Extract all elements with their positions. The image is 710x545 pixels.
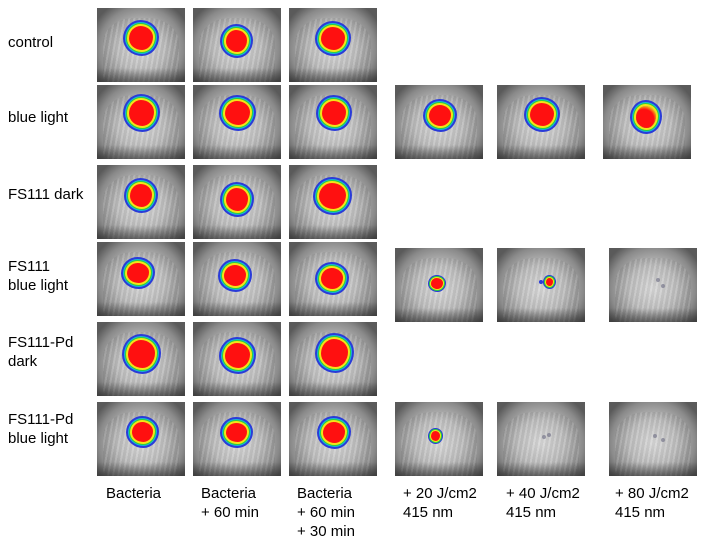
mouse-image bbox=[193, 8, 281, 82]
signal-speck bbox=[547, 433, 551, 437]
bioluminescence-signal bbox=[129, 26, 153, 50]
mouse-image bbox=[193, 402, 281, 476]
mouse-image bbox=[395, 85, 483, 159]
bioluminescence-signal bbox=[530, 103, 554, 126]
signal-speck bbox=[542, 435, 546, 439]
mouse-image bbox=[289, 322, 377, 396]
row-label-fs111-pd-dark: FS111-Pd dark bbox=[8, 334, 74, 370]
mouse-image bbox=[603, 85, 691, 159]
bioluminescence-signal bbox=[431, 278, 443, 289]
bioluminescence-signal bbox=[321, 268, 343, 289]
bioluminescence-signal bbox=[132, 422, 153, 442]
mouse-image bbox=[97, 322, 185, 396]
mouse-image bbox=[289, 8, 377, 82]
row-label-blue-light: blue light bbox=[8, 109, 69, 126]
bioluminescence-signal bbox=[323, 422, 345, 443]
bioluminescence-signal bbox=[225, 343, 250, 368]
bioluminescence-signal bbox=[546, 278, 553, 286]
column-label-80-jcm2: + 80 J/cm2 415 nm bbox=[615, 485, 689, 521]
bioluminescence-signal bbox=[429, 105, 451, 126]
row-label-fs111-pd-blue-light: FS111-Pd blue light bbox=[8, 411, 74, 447]
mouse-image bbox=[497, 85, 585, 159]
bioluminescence-signal bbox=[129, 100, 154, 126]
bioluminescence-signal bbox=[130, 184, 152, 207]
bioluminescence-signal bbox=[226, 423, 247, 442]
mouse-image bbox=[97, 402, 185, 476]
bioluminescence-signal bbox=[321, 27, 345, 50]
bioluminescence-signal bbox=[224, 265, 246, 286]
mouse-image bbox=[289, 85, 377, 159]
signal-speck bbox=[656, 278, 660, 282]
bioluminescence-signal bbox=[322, 101, 346, 125]
mouse-image bbox=[289, 402, 377, 476]
bioluminescence-signal bbox=[127, 263, 149, 283]
mouse-image bbox=[289, 242, 377, 316]
bioluminescence-signal bbox=[319, 183, 346, 209]
mouse-image bbox=[193, 242, 281, 316]
signal-speck bbox=[653, 434, 657, 438]
column-label-40-jcm2: + 40 J/cm2 415 nm bbox=[506, 485, 580, 521]
column-label-bacteria-60-30-min: Bacteria + 60 min + 30 min bbox=[297, 485, 355, 540]
mouse-image bbox=[395, 248, 483, 322]
bioluminescence-signal bbox=[226, 30, 247, 52]
mouse-image bbox=[497, 402, 585, 476]
signal-speck bbox=[539, 280, 543, 284]
signal-speck bbox=[661, 438, 665, 442]
column-label-20-jcm2: + 20 J/cm2 415 nm bbox=[403, 485, 477, 521]
mouse-image bbox=[97, 8, 185, 82]
bioluminescence-signal bbox=[225, 101, 250, 125]
bioluminescence-signal bbox=[226, 188, 248, 211]
mouse-image bbox=[289, 165, 377, 239]
bioluminescence-signal bbox=[128, 340, 155, 368]
mouse-image bbox=[193, 322, 281, 396]
mouse-image bbox=[97, 165, 185, 239]
signal-speck bbox=[661, 284, 665, 288]
mouse-image bbox=[609, 402, 697, 476]
mouse-image bbox=[193, 85, 281, 159]
row-label-control: control bbox=[8, 34, 54, 51]
row-label-fs111-blue-light: FS111 blue light bbox=[8, 258, 69, 294]
row-label-fs111-dark: FS111 dark bbox=[8, 186, 84, 203]
mouse-image bbox=[97, 242, 185, 316]
mouse-image bbox=[97, 85, 185, 159]
mouse-image bbox=[609, 248, 697, 322]
mouse-image bbox=[395, 402, 483, 476]
mouse-image bbox=[497, 248, 585, 322]
bioluminescence-signal bbox=[321, 339, 348, 367]
bioluminescence-signal bbox=[636, 106, 656, 128]
mouse-image bbox=[193, 165, 281, 239]
column-label-bacteria: Bacteria bbox=[106, 485, 162, 502]
bioluminescence-signal bbox=[431, 431, 440, 441]
column-label-bacteria-60-min: Bacteria + 60 min bbox=[201, 485, 259, 521]
